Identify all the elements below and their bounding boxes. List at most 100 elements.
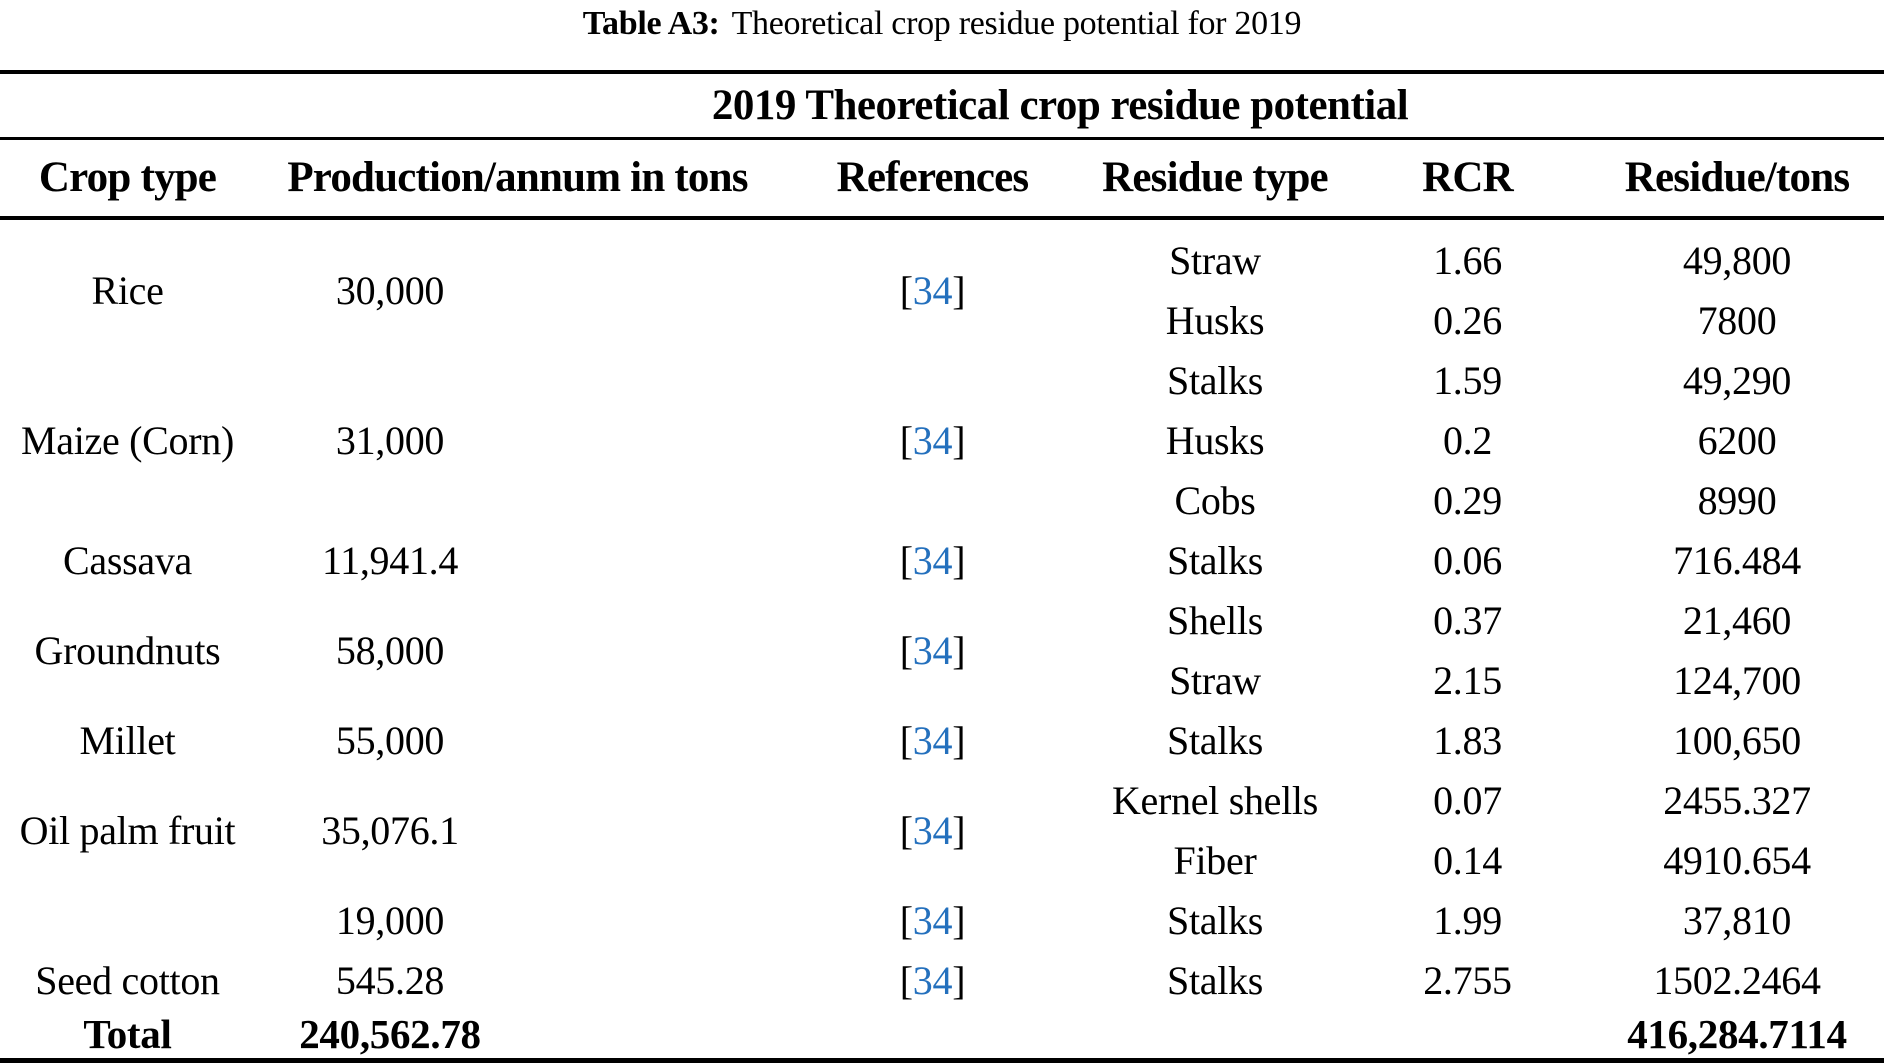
reference-cell: [34] — [780, 590, 1085, 710]
residue-tons-cell: 6200 — [1697, 417, 1777, 463]
table-row: Groundnuts 58,000 [34] Shells 0.37 21,460 — [0, 590, 1884, 673]
col-header-production: Production/annum in tons — [255, 138, 780, 220]
residue-tons-cell: 37,810 — [1682, 897, 1792, 943]
residue-tons-cell: 716.484 — [1673, 537, 1801, 583]
residue-tons-cell: 1502.2464 — [1653, 957, 1821, 1003]
reference-cell: [34] — [780, 710, 1085, 770]
caption-label: Table A3: — [582, 5, 720, 42]
rcr-cell: 2.15 — [1433, 657, 1502, 703]
rcr-cell: 0.06 — [1433, 537, 1502, 583]
residue-type-cell: Fiber — [1173, 837, 1257, 883]
table-group-header: 2019 Theoretical crop residue potential — [0, 72, 1884, 140]
residue-tons-cell: 4910.654 — [1663, 837, 1811, 883]
rcr-cell: 0.29 — [1433, 477, 1502, 523]
residue-tons-cell: 49,290 — [1682, 357, 1792, 403]
residue-type-cell: Straw — [1169, 237, 1261, 283]
col-header-crop-type: Crop type — [0, 138, 255, 220]
citation-link[interactable]: 34 — [912, 417, 953, 463]
table-row: Oil palm fruit 35,076.1 [34] Kernel shells 0… — [0, 770, 1884, 853]
residue-type-cell: Kernel shells — [1111, 777, 1319, 823]
total-row: Total 240,562.78 416,284.7114 — [0, 1010, 1884, 1061]
citation-link[interactable]: 34 — [912, 627, 953, 673]
total-production: 240,562.78 — [299, 1011, 481, 1057]
total-label: Total — [83, 1011, 172, 1057]
rcr-cell: 2.755 — [1423, 957, 1512, 1003]
citation-bracket-close: ] — [952, 417, 966, 463]
citation-link[interactable]: 34 — [912, 957, 953, 1003]
citation-link[interactable]: 34 — [912, 267, 953, 313]
production-cell: 31,000 — [335, 417, 445, 463]
citation-link[interactable]: 34 — [912, 897, 953, 943]
residue-tons-cell: 2455.327 — [1663, 777, 1811, 823]
residue-tons-cell: 124,700 — [1673, 657, 1801, 703]
citation-bracket-open: [ — [899, 897, 913, 943]
reference-cell: [34] — [780, 350, 1085, 530]
production-cell: 30,000 — [335, 267, 445, 313]
crop-cell: Groundnuts — [34, 627, 221, 673]
table-row: Straw 2.15 124,700 — [0, 650, 1884, 710]
production-cell: 58,000 — [335, 627, 445, 673]
citation-bracket-open: [ — [899, 267, 913, 313]
residue-type-cell: Husks — [1165, 417, 1265, 463]
rcr-cell: 0.26 — [1433, 297, 1502, 343]
reference-cell: [34] — [780, 230, 1085, 350]
reference-cell: [34] — [780, 770, 1085, 890]
citation-bracket-close: ] — [952, 267, 966, 313]
citation-bracket-open: [ — [899, 807, 913, 853]
crop-cell: Millet — [79, 717, 176, 763]
residue-type-cell: Stalks — [1167, 717, 1263, 763]
spacer-cell — [0, 218, 1884, 230]
rcr-cell: 0.2 — [1442, 417, 1493, 463]
residue-tons-cell: 21,460 — [1682, 597, 1792, 643]
citation-link[interactable]: 34 — [912, 537, 953, 583]
rcr-cell: 0.07 — [1433, 777, 1502, 823]
col-header-residue-type: Residue type — [1085, 138, 1345, 220]
production-cell: 11,941.4 — [321, 537, 459, 583]
table-row: 19,000 [34] Stalks 1.99 37,810 — [0, 890, 1884, 950]
col-header-rcr: RCR — [1345, 138, 1590, 220]
rcr-cell: 1.99 — [1433, 897, 1502, 943]
gap-cell — [525, 350, 780, 530]
crop-cell: Maize (Corn) — [21, 417, 234, 463]
residue-type-cell: Husks — [1165, 297, 1265, 343]
gap-cell — [525, 230, 780, 350]
reference-cell: [34] — [780, 890, 1085, 950]
table-row: Fiber 0.14 4910.654 — [0, 830, 1884, 890]
col-header-residue-tons: Residue/tons — [1590, 138, 1884, 220]
gap-cell — [525, 590, 780, 710]
residue-type-cell: Stalks — [1167, 897, 1263, 943]
residue-type-cell: Stalks — [1167, 537, 1263, 583]
crop-cell: Seed cotton — [35, 957, 220, 1003]
production-cell: 35,076.1 — [321, 807, 459, 853]
citation-bracket-close: ] — [952, 807, 966, 853]
residue-tons-cell: 100,650 — [1673, 717, 1801, 763]
total-residue: 416,284.7114 — [1627, 1011, 1847, 1057]
citation-bracket-close: ] — [952, 717, 966, 763]
table-row: Maize (Corn) 31,000 [34] Stalks 1.59 49,290 — [0, 350, 1884, 463]
caption-text: Theoretical crop residue potential for 2… — [731, 5, 1302, 42]
table-row: Cassava 11,941.4 [34] Stalks 0.06 716.484 — [0, 530, 1884, 590]
residue-type-cell: Cobs — [1174, 477, 1256, 523]
citation-bracket-close: ] — [952, 897, 966, 943]
residue-type-cell: Straw — [1169, 657, 1261, 703]
citation-bracket-open: [ — [899, 627, 913, 673]
citation-bracket-close: ] — [952, 627, 966, 673]
citation-link[interactable]: 34 — [912, 717, 953, 763]
crop-residue-table: 2019 Theoretical crop residue potential … — [0, 70, 1884, 1063]
rcr-cell: 1.83 — [1433, 717, 1502, 763]
citation-bracket-open: [ — [899, 417, 913, 463]
crop-cell: Oil palm fruit — [19, 807, 236, 853]
gap-cell — [525, 530, 780, 590]
table-row: Millet 55,000 [34] Stalks 1.83 100,650 — [0, 710, 1884, 770]
citation-bracket-open: [ — [899, 957, 913, 1003]
rcr-cell: 1.59 — [1433, 357, 1502, 403]
gap-cell — [525, 770, 780, 890]
table-row: Seed cotton 545.28 [34] Stalks 2.755 1502.246… — [0, 950, 1884, 1010]
production-cell: 19,000 — [335, 897, 445, 943]
citation-link[interactable]: 34 — [912, 807, 953, 853]
citation-bracket-open: [ — [899, 717, 913, 763]
residue-type-cell: Stalks — [1167, 957, 1263, 1003]
spacer-row — [0, 218, 1884, 230]
residue-tons-cell: 49,800 — [1682, 237, 1792, 283]
gap-cell — [525, 890, 780, 950]
